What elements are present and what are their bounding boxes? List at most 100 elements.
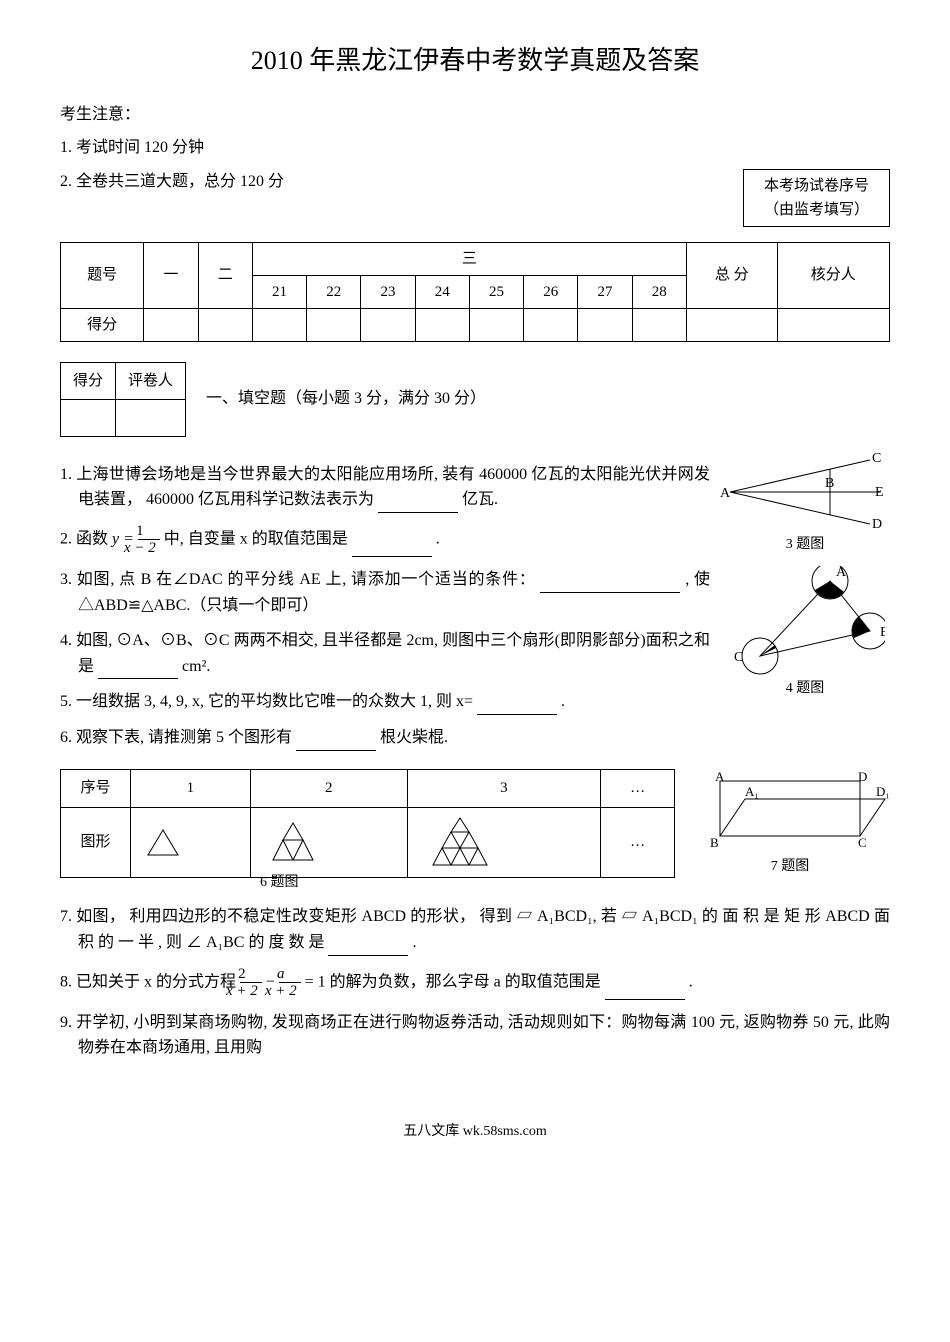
fig7-A: A	[715, 769, 725, 784]
fraction-icon: 2 x + 2	[240, 966, 262, 1000]
col-22: 22	[307, 275, 361, 308]
blank-icon	[605, 982, 685, 1000]
question-2: 2. 函数 y = 1 x − 2 中, 自变量 x 的取值范围是 .	[60, 523, 710, 557]
th-checker: 核分人	[777, 242, 889, 308]
q1-suffix: 亿瓦.	[462, 491, 498, 508]
col-27: 27	[578, 275, 632, 308]
pattern-ellipsis: …	[601, 807, 675, 877]
q8-a: 8. 已知关于 x 的分式方程	[60, 973, 240, 990]
frac-num: a	[279, 966, 301, 984]
q6-text: 6. 观察下表, 请推测第 5 个图形有	[60, 729, 292, 746]
th-two: 二	[198, 242, 252, 308]
fig7-svg: A D A₁ D₁ B C	[690, 769, 890, 854]
question-8: 8. 已知关于 x 的分式方程 2 x + 2 − a x + 2 = 1 的解…	[60, 966, 890, 1000]
question-1: 1. 上海世博会场地是当今世界最大的太阳能应用场所, 装有 460000 亿瓦的…	[60, 462, 710, 513]
q8-b: = 1 的解为负数，那么字母 a 的取值范围是	[305, 973, 601, 990]
q5-suffix: .	[561, 693, 565, 710]
frac-num: 1	[138, 523, 160, 541]
figure-3: A B C D E 3 题图	[720, 452, 890, 556]
q2-a: 2. 函数	[60, 531, 112, 548]
question-7: 7. 如图， 利用四边形的不稳定性改变矩形 ABCD 的形状， 得到 ▱ A₁B…	[60, 904, 890, 955]
fig3-E: E	[875, 485, 884, 500]
blank-icon	[296, 733, 376, 751]
pattern-col-2: 2	[250, 769, 407, 807]
mini-score: 得分	[61, 362, 116, 399]
fig7-label: 7 题图	[690, 856, 890, 878]
section-score-table: 得分 评卷人	[60, 362, 186, 437]
notice-1: 1. 考试时间 120 分钟	[60, 135, 890, 161]
col-24: 24	[415, 275, 469, 308]
figure-7: A D A₁ D₁ B C 7 题图	[690, 769, 890, 878]
fig3-C: C	[872, 452, 881, 466]
pattern-table: 序号 1 2 3 … 图形	[60, 769, 675, 878]
th-three: 三	[252, 242, 686, 275]
pattern-col-3: 3	[407, 769, 601, 807]
fig3-D: D	[872, 517, 882, 532]
blank-icon	[477, 697, 557, 715]
figure-4: A B C 4 题图	[720, 566, 890, 700]
pattern-col-1: 1	[131, 769, 251, 807]
fig7-D1: D₁	[876, 784, 890, 799]
footer: 五八文库 wk.58sms.com	[60, 1121, 890, 1143]
exam-number-box: 本考场试卷序号 （由监考填写）	[743, 169, 890, 227]
frac-num: 2	[240, 966, 262, 984]
q9-text: 9. 开学初, 小明到某商场购物, 发现商场正在进行购物返券活动, 活动规则如下…	[60, 1014, 890, 1057]
pattern-row2-hdr: 图形	[61, 807, 131, 877]
frac-den: x − 2	[138, 540, 160, 557]
frac-den: x + 2	[279, 983, 301, 1000]
exam-box-line1: 本考场试卷序号	[764, 174, 869, 198]
fig4-B: B	[880, 625, 885, 640]
col-21: 21	[252, 275, 306, 308]
fig7-D: D	[858, 769, 867, 784]
q2-b: 中, 自变量 x 的取值范围是	[164, 531, 348, 548]
col-26: 26	[524, 275, 578, 308]
mini-grader: 评卷人	[116, 362, 186, 399]
question-4: 4. 如图, ⊙A、⊙B、⊙C 两两不相交, 且半径都是 2cm, 则图中三个扇…	[60, 628, 710, 679]
frac-den: x + 2	[240, 983, 262, 1000]
fraction-icon: a x + 2	[279, 966, 301, 1000]
exam-box-line2: （由监考填写）	[764, 198, 869, 222]
pattern-fig-1	[131, 807, 251, 877]
pattern-fig-3	[407, 807, 601, 877]
question-3: 3. 如图, 点 B 在∠DAC 的平分线 AE 上, 请添加一个适当的条件： …	[60, 567, 710, 618]
th-total: 总 分	[686, 242, 777, 308]
blank-icon	[378, 495, 458, 513]
q4-suffix: cm².	[182, 658, 210, 675]
col-28: 28	[632, 275, 686, 308]
fig7-C: C	[858, 835, 867, 850]
fig7-B: B	[710, 835, 719, 850]
blank-icon	[540, 575, 680, 593]
th-one: 一	[144, 242, 198, 308]
page-title: 2010 年黑龙江伊春中考数学真题及答案	[60, 40, 890, 82]
fig3-label: 3 题图	[720, 534, 890, 556]
blank-icon	[98, 661, 178, 679]
fig3-svg: A B C D E	[720, 452, 885, 532]
q2-suffix: .	[436, 531, 440, 548]
fig3-B: B	[825, 476, 834, 491]
th-num: 题号	[61, 242, 144, 308]
row-score: 得分	[61, 308, 144, 341]
q5-text: 5. 一组数据 3, 4, 9, x, 它的平均数比它唯一的众数大 1, 则 x…	[60, 693, 473, 710]
question-9: 9. 开学初, 小明到某商场购物, 发现商场正在进行购物返券活动, 活动规则如下…	[60, 1010, 890, 1061]
fig4-label: 4 题图	[720, 678, 890, 700]
notice-2: 2. 全卷共三道大题，总分 120 分	[60, 169, 723, 195]
pattern-fig-2	[250, 807, 407, 877]
fig4-A: A	[836, 566, 847, 580]
col-23: 23	[361, 275, 415, 308]
fig3-A: A	[720, 486, 731, 501]
q8-suffix: .	[689, 973, 693, 990]
q7-text: 7. 如图， 利用四边形的不稳定性改变矩形 ABCD 的形状， 得到 ▱ A₁B…	[60, 908, 890, 951]
notice-header: 考生注意：	[60, 102, 890, 128]
q6-suffix: 根火柴棍.	[380, 729, 448, 746]
fraction-icon: 1 x − 2	[138, 523, 160, 557]
fig7-A1: A₁	[745, 784, 759, 799]
q3-text: 3. 如图, 点 B 在∠DAC 的平分线 AE 上, 请添加一个适当的条件：	[60, 571, 536, 588]
pattern-col-ellipsis: …	[601, 769, 675, 807]
fig4-C: C	[734, 650, 743, 665]
blank-icon	[352, 539, 432, 557]
fig4-svg: A B C	[720, 566, 885, 676]
q7-suffix: .	[412, 934, 416, 951]
pattern-row1-hdr: 序号	[61, 769, 131, 807]
blank-icon	[328, 938, 408, 956]
score-table: 题号 一 二 三 总 分 核分人 21 22 23 24 25 26 27 28…	[60, 242, 890, 342]
